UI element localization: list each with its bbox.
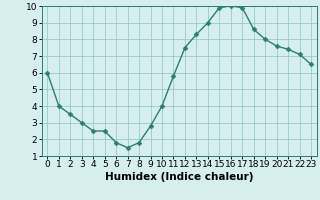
X-axis label: Humidex (Indice chaleur): Humidex (Indice chaleur) <box>105 172 253 182</box>
